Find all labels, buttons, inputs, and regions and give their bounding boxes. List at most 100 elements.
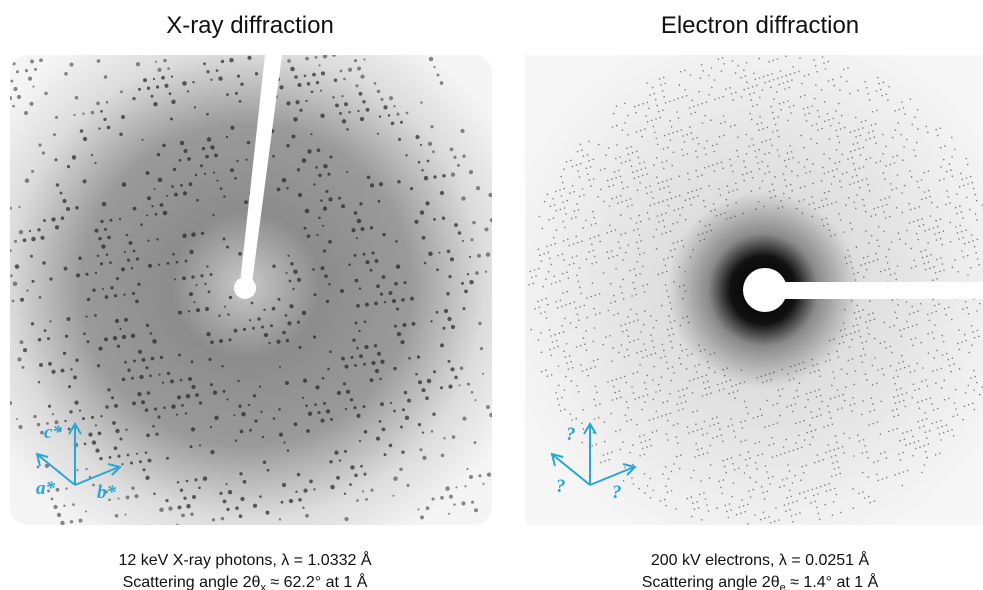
spot [634, 106, 636, 108]
spot [893, 325, 895, 327]
spot [212, 214, 214, 216]
spot [844, 328, 846, 330]
spot [729, 503, 731, 505]
spot [38, 338, 41, 341]
spot [653, 164, 655, 166]
spot [764, 498, 766, 500]
spot [892, 299, 894, 301]
spot [897, 265, 899, 267]
spot [31, 280, 34, 283]
spot [638, 104, 640, 106]
spot [544, 311, 546, 313]
spot [293, 117, 298, 122]
spot [782, 479, 784, 481]
spot [967, 183, 969, 185]
spot [812, 163, 814, 165]
spot [366, 108, 370, 112]
spot [611, 198, 613, 200]
spot [959, 349, 961, 351]
spot [677, 423, 679, 425]
spot [166, 457, 169, 460]
spot [276, 340, 280, 344]
spot [122, 378, 126, 382]
spot [893, 377, 895, 379]
spot [789, 470, 791, 472]
spot [724, 121, 726, 123]
spot [606, 232, 608, 234]
spot [626, 420, 628, 422]
spot [720, 487, 722, 489]
spot [846, 373, 848, 375]
spot [657, 144, 659, 146]
spot [181, 514, 185, 518]
spot [701, 64, 703, 66]
spot [378, 200, 381, 203]
spot [851, 228, 853, 230]
spot [771, 437, 773, 439]
spot [642, 175, 644, 177]
spot [684, 141, 686, 143]
spot [938, 303, 940, 305]
spot [929, 196, 931, 198]
spot [172, 253, 175, 256]
spot [608, 459, 610, 461]
spot [942, 263, 944, 265]
spot [913, 312, 915, 314]
spot [597, 359, 599, 361]
spot [370, 489, 373, 492]
spot [445, 486, 449, 490]
spot [615, 229, 617, 231]
spot [535, 275, 537, 277]
spot [68, 428, 71, 431]
spot [632, 171, 634, 173]
spot [484, 227, 488, 231]
spot [828, 191, 830, 193]
spot [910, 371, 912, 373]
spot [393, 410, 396, 413]
spot [836, 149, 838, 151]
spot [870, 157, 872, 159]
spot [708, 94, 710, 96]
spot [69, 410, 72, 413]
spot [733, 391, 735, 393]
spot [171, 100, 175, 104]
spot [575, 418, 577, 420]
spot [752, 489, 754, 491]
spot [29, 102, 33, 106]
spot [926, 399, 928, 401]
spot [247, 56, 251, 60]
axis-label: a* [36, 478, 56, 499]
spot [878, 207, 880, 209]
spot [213, 390, 217, 394]
spot [616, 125, 618, 127]
spot [764, 517, 766, 519]
spot [952, 175, 954, 177]
spot [753, 417, 755, 419]
spot [354, 59, 357, 62]
spot [896, 188, 898, 190]
spot [569, 264, 571, 266]
spot [552, 198, 554, 200]
spot [679, 214, 681, 216]
spot [886, 477, 888, 479]
spot [338, 197, 341, 200]
spot [699, 240, 701, 242]
spot [220, 187, 223, 190]
spot [886, 457, 888, 459]
spot [862, 127, 864, 129]
spot [682, 298, 684, 300]
spot [635, 294, 637, 296]
spot [762, 453, 764, 455]
spot [655, 352, 657, 354]
spot [39, 363, 43, 367]
spot [629, 322, 631, 324]
spot [863, 205, 865, 207]
spot [289, 499, 293, 503]
spot [918, 206, 920, 208]
spot [668, 315, 670, 317]
spot [833, 338, 835, 340]
spot [886, 93, 888, 95]
spot [544, 201, 546, 203]
spot [893, 396, 895, 398]
spot [725, 472, 727, 474]
